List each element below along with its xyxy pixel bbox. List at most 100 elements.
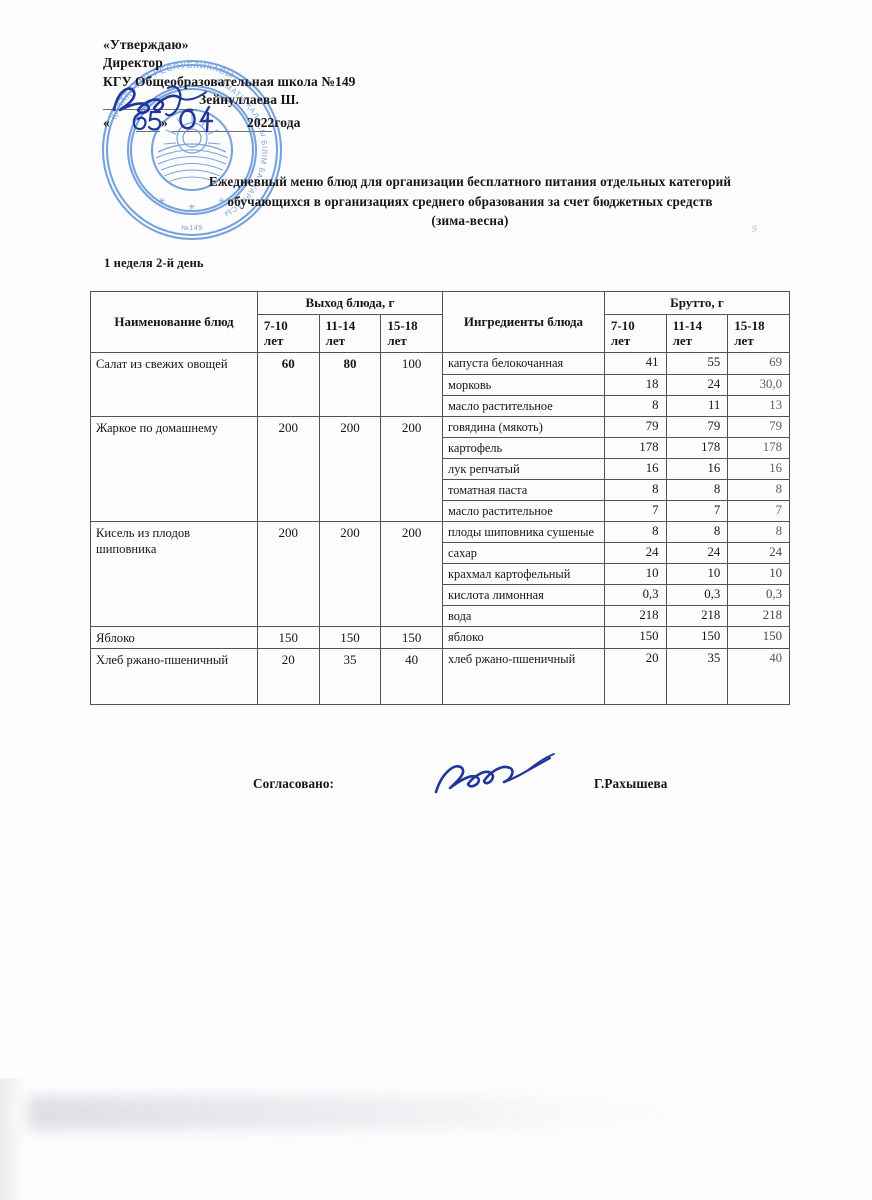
ingredient-name-cell: вода (442, 604, 605, 627)
ingredient-gross-cell: 178 (665, 436, 729, 459)
ingredient-name-cell: картофель (442, 436, 605, 459)
dish-yield-cell: 80 (318, 351, 382, 417)
dish-yield-cell: 150 (380, 625, 444, 649)
ingredient-gross-cell: 11 (665, 394, 729, 417)
ingredient-gross-cell: 24 (665, 373, 729, 396)
table-row: морковь 18 24 30,0 (91, 373, 790, 396)
dish-name-cell: Кисель из плодов шиповника (90, 520, 258, 627)
ingredient-gross-cell: 24 (727, 541, 790, 564)
ingredient-gross-cell: 8 (727, 520, 790, 543)
ingredient-gross-cell: 24 (665, 541, 729, 564)
ingredient-gross-cell: 20 (603, 647, 667, 705)
ingredient-gross-cell: 150 (665, 625, 729, 649)
table-header-row-top: Наименование блюд Выход блюда, г Ингреди… (90, 291, 791, 353)
dish-yield-cell: 200 (318, 415, 382, 522)
ingredient-name-cell: кислота лимонная (442, 583, 605, 606)
menu-table-body: Салат из свежих овощей 60 80 100 капуста бел… (90, 351, 790, 705)
ingredient-gross-cell: 18 (603, 373, 667, 396)
ingredient-name-cell: яблоко (442, 625, 605, 649)
dish-yield-cell: 60 (256, 351, 320, 417)
ingredient-gross-cell: 79 (727, 415, 790, 438)
scan-shadow-streak (28, 1096, 728, 1130)
ingredient-name-cell: говядина (мякоть) (442, 415, 605, 438)
header-yield-group: Выход блюда, г (256, 291, 444, 315)
ingredient-gross-cell: 30,0 (727, 373, 790, 396)
ingredient-name-cell: хлеб ржано-пшеничный (442, 647, 605, 705)
dish-yield-cell: 200 (318, 520, 382, 627)
dish-name-cell: Салат из свежих овощей (90, 351, 258, 417)
ingredient-gross-cell: 178 (603, 436, 667, 459)
header-gross-age-15-18: 15-18 лет (727, 313, 790, 353)
dish-name-cell: Жаркое по домашнему (90, 415, 258, 522)
agreed-label: Согласовано: (253, 776, 335, 791)
ingredient-gross-cell: 16 (727, 457, 790, 480)
table-header-row-ages: 7-10 лет 11-14 лет 15-18 лет 7-10 лет 11-14 л… (91, 313, 790, 353)
table-row: Яблоко 150 150 150 яблоко 150 150 150 (90, 625, 790, 649)
handwritten-day (130, 108, 166, 134)
ingredient-gross-cell: 16 (665, 457, 729, 480)
ingredient-gross-cell: 35 (665, 647, 729, 705)
ingredient-gross-cell: 8 (665, 520, 729, 543)
approval-director-name: Зейнуллаева Ш. (199, 92, 299, 108)
dish-name-cell: Яблоко (90, 625, 258, 649)
ingredient-gross-cell: 16 (603, 457, 667, 480)
agreed-signature (432, 752, 572, 800)
scan-edge-shadow (0, 1078, 26, 1200)
approval-heading: «Утверждаю» (103, 37, 189, 52)
ingredient-gross-cell: 79 (603, 415, 667, 438)
title-line-1: Ежедневный меню блюд для организации бес… (208, 174, 732, 189)
ingredient-gross-cell: 41 (603, 351, 667, 375)
ingredient-name-cell: сахар (442, 541, 605, 564)
ingredient-gross-cell: 218 (603, 604, 667, 627)
scan-speck: 9 (752, 224, 757, 234)
dish-yield-cell: 35 (318, 647, 382, 705)
handwritten-month (176, 104, 214, 134)
ingredient-gross-cell: 13 (727, 394, 790, 417)
ingredient-gross-cell: 7 (603, 499, 667, 522)
agreed-person-name: Г.Рахышева (594, 776, 668, 791)
table-row: сахар 24 24 24 (91, 541, 790, 564)
ingredient-gross-cell: 218 (727, 604, 790, 627)
table-row: Кисель из плодов шиповника 200 200 200 плоды… (90, 520, 790, 627)
ingredient-gross-cell: 55 (665, 351, 729, 375)
ingredient-gross-cell: 178 (727, 436, 790, 459)
table-row: крахмал картофельный 10 10 10 (91, 562, 790, 585)
week-day-label: 1 неделя 2-й день (104, 256, 204, 270)
dish-yield-cell: 200 (256, 415, 320, 522)
table-row: Хлеб ржано-пшеничный 20 35 40 хлеб ржано-пше… (90, 647, 790, 705)
approval-year: 2022года (247, 115, 301, 130)
dish-yield-cell: 200 (380, 520, 444, 627)
header-yield-age-15-18: 15-18 лет (380, 313, 444, 353)
table-row: Жаркое по домашнему 200 200 200 говядина (мя… (90, 415, 790, 522)
table-row: кислота лимонная 0,3 0,3 0,3 (91, 583, 790, 606)
ingredient-gross-cell: 218 (665, 604, 729, 627)
dish-name-cell: Хлеб ржано-пшеничный (90, 647, 258, 705)
ingredient-gross-cell: 8 (665, 478, 729, 501)
dish-yield-cell: 100 (380, 351, 444, 417)
document-title: Ежедневный меню блюд для организации бес… (120, 172, 820, 231)
header-dish-name: Наименование блюд (90, 291, 258, 353)
ingredient-gross-cell: 0,3 (665, 583, 729, 606)
dish-yield-cell: 200 (380, 415, 444, 522)
dish-yield-cell: 150 (256, 625, 320, 649)
header-gross-age-11-14: 11-14 лет (665, 313, 729, 353)
header-yield-age-11-14: 11-14 лет (318, 313, 382, 353)
header-gross-group: Брутто, г (603, 291, 791, 315)
title-line-3: (зима-весна) (431, 213, 509, 228)
ingredient-gross-cell: 8 (727, 478, 790, 501)
ingredient-gross-cell: 8 (603, 520, 667, 543)
ingredient-name-cell: томатная паста (442, 478, 605, 501)
ingredient-gross-cell: 7 (665, 499, 729, 522)
ingredient-gross-cell: 10 (665, 562, 729, 585)
ingredient-gross-cell: 0,3 (603, 583, 667, 606)
ingredient-gross-cell: 24 (603, 541, 667, 564)
ingredient-gross-cell: 79 (665, 415, 729, 438)
header-gross-age-7-10: 7-10 лет (603, 313, 667, 353)
ingredient-gross-cell: 150 (727, 625, 790, 649)
table-row: масло растительное 7 7 7 (91, 499, 790, 522)
ingredient-name-cell: плоды шиповника сушеные (442, 520, 605, 543)
dish-yield-cell: 20 (256, 647, 320, 705)
ingredient-gross-cell: 7 (727, 499, 790, 522)
dish-yield-cell: 150 (318, 625, 382, 649)
ingredient-gross-cell: 69 (727, 351, 790, 375)
